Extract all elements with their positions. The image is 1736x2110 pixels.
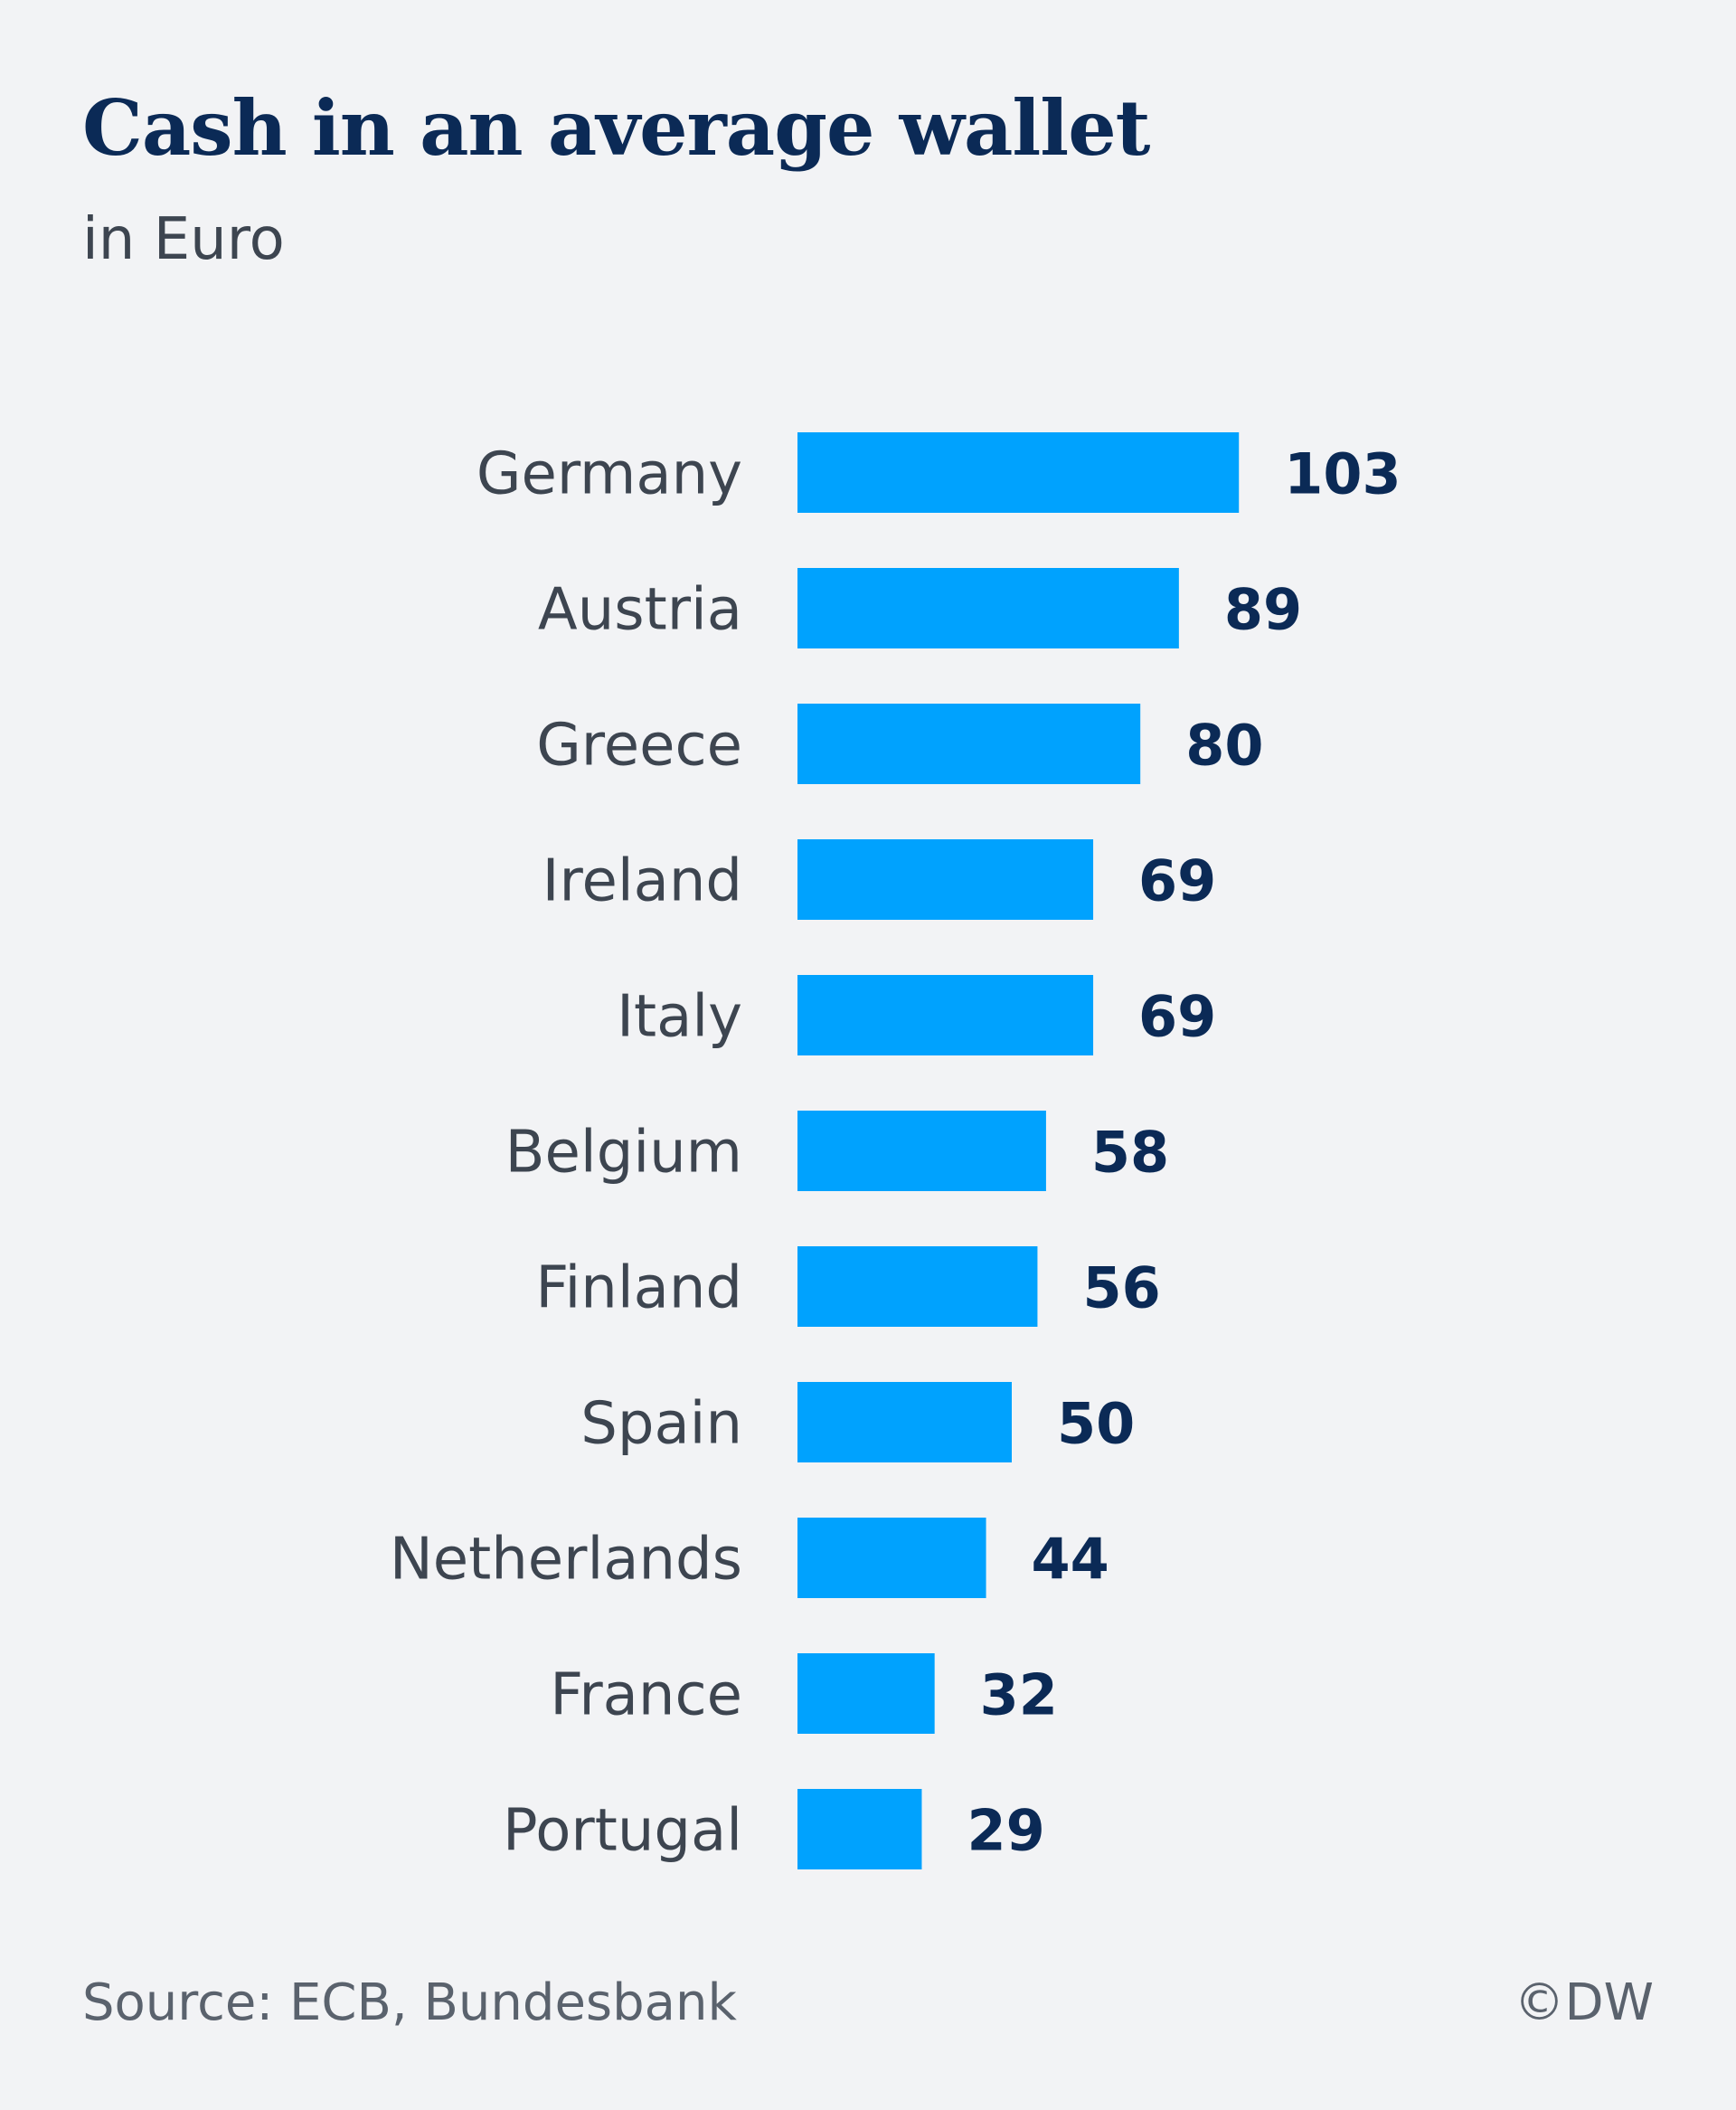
bar-italy (797, 975, 1094, 1055)
bar-france (797, 1653, 935, 1734)
category-label: Netherlands (390, 1527, 742, 1594)
category-label: Italy (617, 984, 742, 1051)
category-label: Greece (536, 713, 742, 780)
chart-title: Cash in an average wallet (82, 83, 1150, 173)
bar-ireland (797, 839, 1094, 920)
value-label: 50 (1057, 1391, 1135, 1457)
bar-finland (797, 1246, 1038, 1327)
value-label: 80 (1185, 713, 1263, 779)
value-label: 32 (980, 1662, 1058, 1728)
category-label: Finland (535, 1255, 742, 1322)
category-label: Spain (580, 1391, 742, 1458)
dw-credit: ©DW (1514, 1973, 1655, 2032)
category-label: Belgium (505, 1120, 742, 1187)
value-label: 103 (1284, 441, 1401, 507)
category-label: Portugal (503, 1798, 742, 1865)
value-label: 44 (1032, 1527, 1109, 1593)
chart-subtitle: in Euro (82, 206, 285, 273)
value-label: 89 (1224, 577, 1302, 643)
category-label: France (550, 1662, 742, 1729)
value-label: 29 (967, 1798, 1044, 1864)
source-note: Source: ECB, Bundesbank (82, 1973, 737, 2032)
value-label: 56 (1082, 1255, 1160, 1321)
bar-austria (797, 568, 1179, 648)
value-label: 69 (1138, 848, 1216, 914)
category-label: Germany (476, 441, 742, 508)
bar-greece (797, 704, 1141, 784)
category-label: Ireland (542, 848, 742, 915)
bar-belgium (797, 1111, 1046, 1191)
bar-netherlands (797, 1518, 986, 1598)
value-label: 58 (1091, 1120, 1169, 1186)
value-label: 69 (1138, 984, 1216, 1050)
bar-portugal (797, 1789, 922, 1869)
category-label: Austria (538, 577, 742, 644)
bar-germany (797, 432, 1240, 513)
bar-spain (797, 1382, 1012, 1462)
